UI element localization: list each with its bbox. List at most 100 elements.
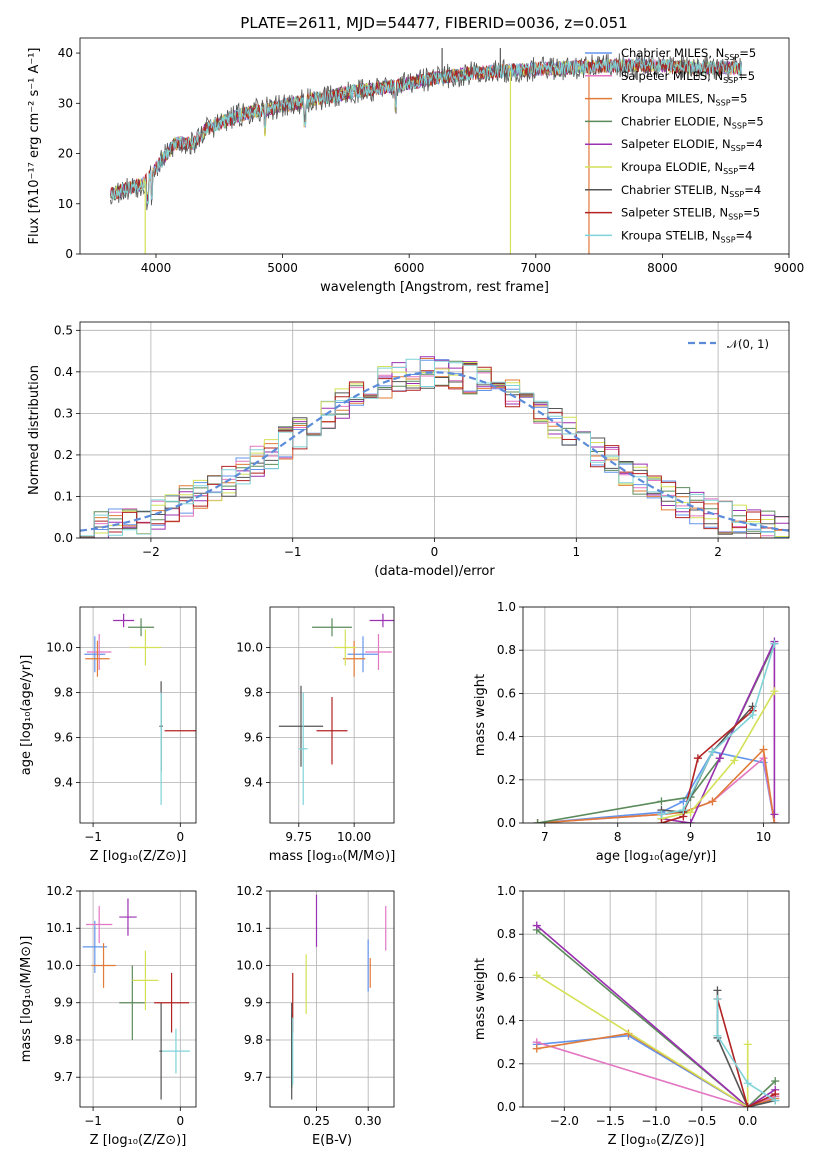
weight-marker xyxy=(693,754,702,763)
plot-area-age_vs_Z xyxy=(84,613,196,805)
x-tick-label: 0.30 xyxy=(355,1114,382,1128)
y-tick-label: 10.2 xyxy=(46,884,73,898)
legend-entry: Chabrier STELIB, NSSP=4 xyxy=(621,183,761,199)
x-axis-label: Z [log₁₀(Z/Z⊙)] xyxy=(90,1133,187,1148)
legend: Chabrier MILES, NSSP=5 Salpeter MILES, NS… xyxy=(585,46,764,244)
axes-frame xyxy=(269,606,395,824)
y-tick-label: 0.0 xyxy=(497,816,516,830)
legend-entry: Kroupa MILES, NSSP=5 xyxy=(621,92,747,108)
plot-area-mass_vs_ebv xyxy=(291,894,387,1100)
y-axis-label: mass weight xyxy=(473,674,488,756)
y-tick-label: 9.4 xyxy=(54,776,73,790)
weight-marker xyxy=(743,1040,752,1049)
axes-frame xyxy=(522,606,790,824)
y-tick-label: 9.6 xyxy=(54,731,73,745)
errorbar-point-kroupa_miles xyxy=(85,640,110,677)
plot-area-residuals xyxy=(80,356,789,538)
weight-marker xyxy=(708,747,717,756)
plot-area-age_vs_mass xyxy=(278,613,394,805)
y-axis-label: age [log₁₀(age/yr)] xyxy=(19,655,34,776)
legend-entry: Salpeter STELIB, NSSP=5 xyxy=(621,206,760,222)
weight-marker xyxy=(770,639,779,648)
errorbar-point-salpeter_elodie xyxy=(119,898,137,936)
y-tick-label: 10.0 xyxy=(46,641,73,655)
y-tick-label: 0.6 xyxy=(497,970,516,984)
y-tick-label: 10.0 xyxy=(46,958,73,972)
y-tick-label: 9.7 xyxy=(54,1070,73,1084)
y-tick-label: 9.8 xyxy=(244,686,263,700)
axes-mass_vs_ebv: 0.25 0.30 9.7 9.8 9.9 10.0 10.1 10.2 E(B-V) xyxy=(236,884,395,1148)
plot-area-spectrum xyxy=(110,48,742,254)
plot-area-weight_vs_age xyxy=(533,637,779,823)
legend-entry: Salpeter ELODIE, NSSP=4 xyxy=(621,137,763,153)
x-tick-label: 8 xyxy=(614,830,622,844)
y-tick-label: 0.6 xyxy=(497,686,516,700)
y-tick-label: 0.0 xyxy=(54,531,73,545)
weight-marker xyxy=(743,1079,752,1088)
x-tick-label: −2 xyxy=(142,545,160,559)
weight-marker xyxy=(532,971,541,980)
x-tick-label: 0.0 xyxy=(738,1114,757,1128)
histogram-kroupa_stelib xyxy=(80,358,789,538)
x-axis-label: E(B-V) xyxy=(312,1133,352,1148)
weight-line-salpeter_stelib xyxy=(661,710,754,823)
y-tick-label: 9.7 xyxy=(244,1070,263,1084)
y-tick-label: 0.8 xyxy=(497,643,516,657)
axes-age_vs_mass: 9.75 10.00 9.4 9.6 9.8 10.0 mass [log₁₀(M/M⊙)] xyxy=(236,606,395,864)
weight-line-chabrier_elodie xyxy=(537,643,776,823)
y-tick-label: 10.0 xyxy=(236,641,263,655)
weight-marker xyxy=(771,1077,780,1086)
x-tick-label: −1 xyxy=(284,545,302,559)
spectrum-line-kroupa_stelib xyxy=(110,58,742,205)
axes-frame xyxy=(79,321,790,539)
legend-entry: Kroupa ELODIE, NSSP=4 xyxy=(621,160,755,176)
errorbar-point-salpeter_miles xyxy=(365,634,392,670)
y-tick-label: 10 xyxy=(58,197,73,211)
gaussian-curve xyxy=(80,371,789,532)
weight-line-salpeter_stelib xyxy=(716,998,776,1107)
errorbar-point-salpeter_elodie xyxy=(369,613,394,628)
axes-spectrum: 4000 5000 6000 7000 8000 9000 0 10 20 30 40 wavelen… xyxy=(27,37,804,295)
x-tick-label: 7000 xyxy=(521,261,552,275)
x-tick-label: 5000 xyxy=(267,261,298,275)
weight-marker xyxy=(770,687,779,696)
axes-frame xyxy=(269,890,395,1108)
axes-weight_vs_age: 7 8 9 10 0.0 0.2 0.4 0.6 0.8 1.0 age [log₁₀(age/yr… xyxy=(473,600,790,864)
plot-area-weight_vs_Z xyxy=(532,921,780,1107)
y-tick-label: 0.4 xyxy=(54,365,73,379)
axes-residuals: −2 −1 0 1 2 0.0 0.1 0.2 0.3 0.4 0.5 (data-model)/er… xyxy=(27,321,790,579)
x-axis-label: wavelength [Angstrom, rest frame] xyxy=(320,280,549,295)
weight-marker xyxy=(713,986,722,995)
axes-frame xyxy=(79,890,197,1108)
legend-entry: Kroupa STELIB, NSSP=4 xyxy=(621,228,752,244)
y-tick-label: 1.0 xyxy=(497,600,516,614)
weight-line-kroupa_stelib xyxy=(661,643,776,816)
weight-marker xyxy=(533,819,542,823)
x-tick-label: −1.0 xyxy=(641,1114,670,1128)
x-tick-label: 0 xyxy=(431,545,439,559)
x-tick-label: 2 xyxy=(714,545,722,559)
x-tick-label: 9 xyxy=(687,830,695,844)
y-axis-label: mass [log₁₀(M/M⊙)] xyxy=(19,936,34,1063)
weight-marker xyxy=(657,810,666,819)
weight-line-chabrier_elodie xyxy=(536,929,776,1107)
y-tick-label: 0.0 xyxy=(497,1100,516,1114)
errorbar-point-kroupa_elodie xyxy=(129,629,162,666)
histogram-salpeter_elodie xyxy=(80,356,789,538)
y-tick-label: 0.2 xyxy=(497,1057,516,1071)
x-tick-label: 9.75 xyxy=(285,830,312,844)
y-tick-label: 30 xyxy=(58,96,73,110)
y-tick-label: 9.4 xyxy=(244,776,263,790)
y-tick-label: 10.0 xyxy=(236,958,263,972)
errorbar-point-chabrier_miles xyxy=(84,636,106,673)
weight-marker xyxy=(759,745,768,754)
x-tick-label: −0.5 xyxy=(687,1114,716,1128)
weight-marker xyxy=(532,921,541,930)
y-tick-label: 0.5 xyxy=(54,323,73,337)
x-tick-label: 0 xyxy=(176,830,184,844)
axes-weight_vs_Z: −2.0 −1.5 −1.0 −0.5 0.0 0.0 0.2 0.4 0.6 0.8 1.0 Z [… xyxy=(473,884,790,1148)
y-axis-label: mass weight xyxy=(473,958,488,1040)
errorbar-point-salpeter_miles xyxy=(86,634,112,670)
axes-frame xyxy=(79,37,790,255)
errorbar-point-chabrier_stelib xyxy=(278,685,324,767)
